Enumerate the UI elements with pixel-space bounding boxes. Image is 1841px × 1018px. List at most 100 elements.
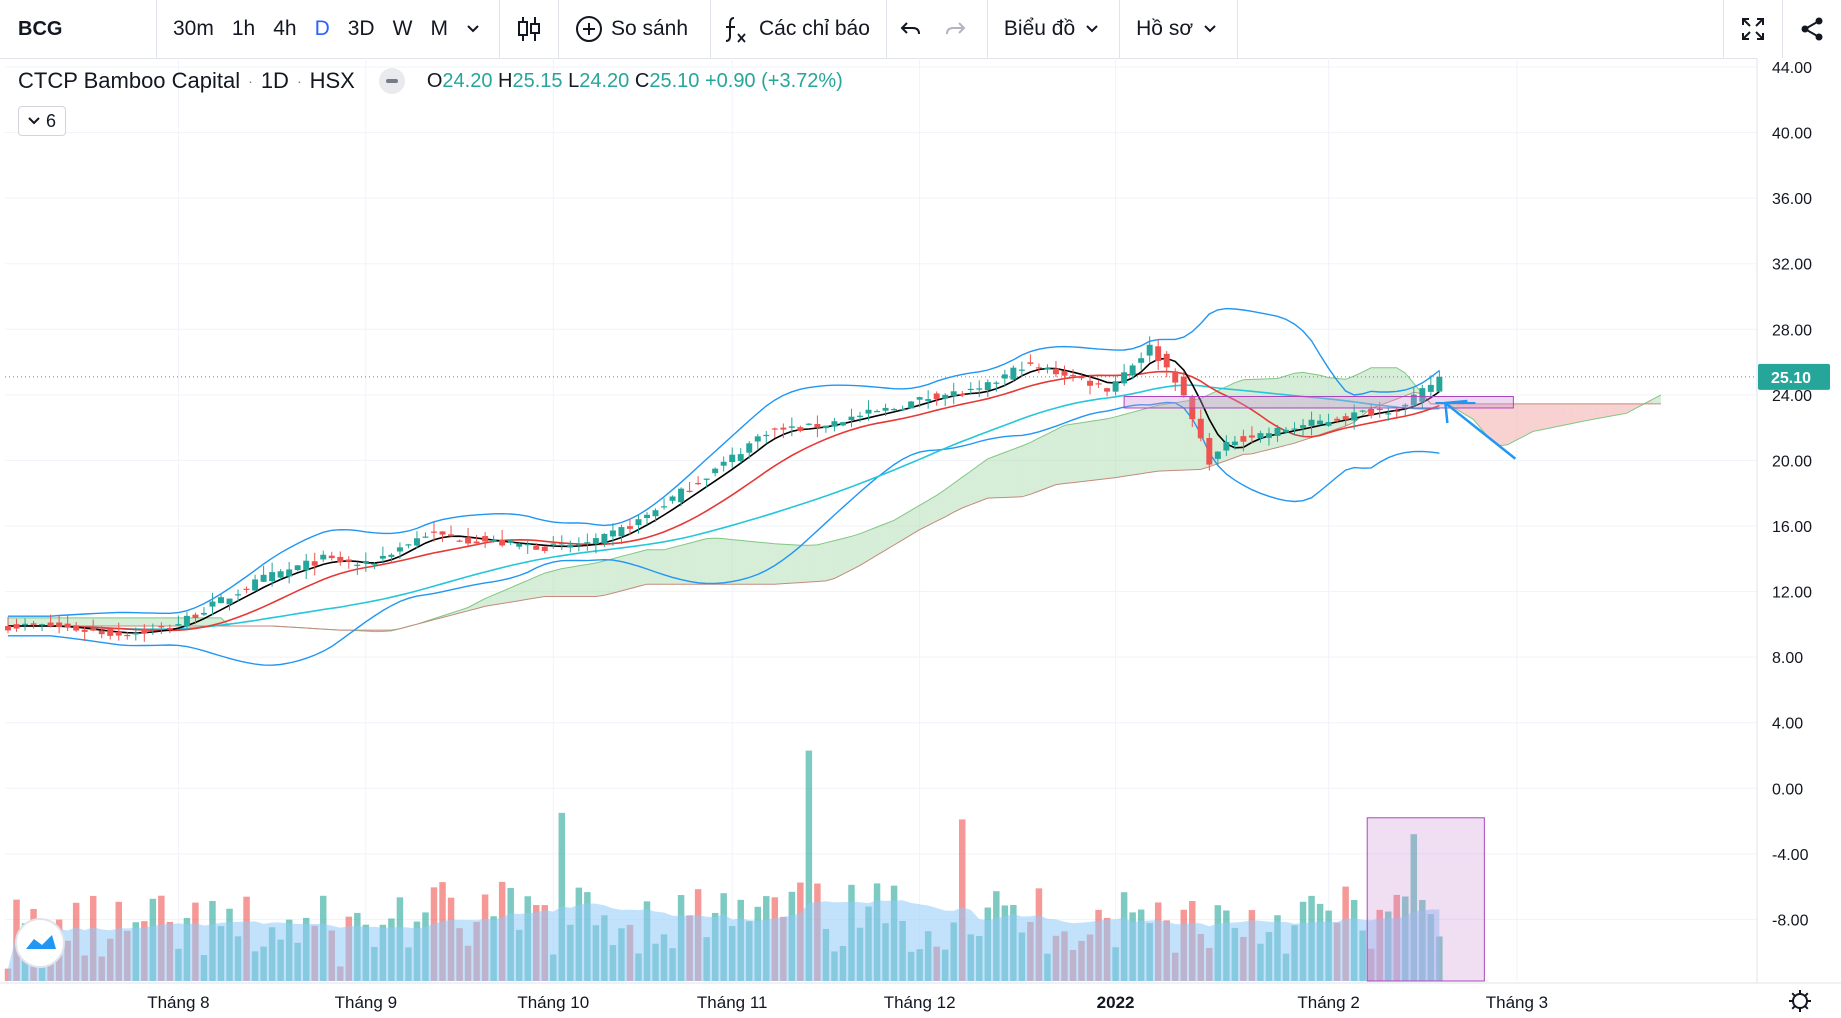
redo-button[interactable] (933, 0, 979, 58)
chart-style-button[interactable] (500, 0, 558, 58)
candle-body (891, 408, 898, 411)
cloud-segment-bearish (1499, 403, 1508, 446)
candle-body (763, 434, 770, 437)
cloud-segment-bullish (996, 452, 1005, 498)
cloud-segment-bullish (706, 538, 716, 585)
cloud-segment-bullish (851, 533, 860, 570)
interval-30m[interactable]: 30m (173, 17, 214, 40)
cloud-segment-bullish (885, 520, 895, 551)
cloud-segment-bullish (621, 554, 630, 591)
candle-body (81, 629, 88, 632)
interval-dropdown[interactable] (457, 0, 489, 58)
volume-bar (805, 750, 813, 981)
interval-d[interactable]: D (314, 17, 330, 40)
candle-body (320, 554, 327, 560)
cloud-segment-bearish (1524, 403, 1534, 436)
candle-body (345, 559, 352, 562)
toolbar-divider (885, 0, 887, 58)
interval-3d[interactable]: 3D (347, 17, 375, 40)
legend-hide-button[interactable] (378, 68, 405, 94)
chart-menu-label: Biểu đồ (1003, 17, 1076, 40)
legend-dot: · (248, 73, 253, 89)
candle-body (899, 409, 906, 411)
cloud-segment-bullish (1234, 379, 1244, 458)
cloud-segment-bullish (953, 477, 963, 513)
time-tick-label: Tháng 10 (517, 993, 589, 1012)
candle-body (609, 530, 616, 537)
interval-w[interactable]: W (392, 17, 413, 40)
candle-body (1427, 384, 1434, 392)
cloud-segment-bullish (1405, 373, 1414, 396)
cloud-segment-bullish (936, 489, 946, 522)
candle-body (1351, 412, 1358, 421)
share-button[interactable] (1783, 0, 1841, 58)
candle-body (942, 394, 949, 399)
candle-body (1214, 451, 1221, 459)
candle-body (686, 490, 693, 493)
candle-body (550, 543, 557, 545)
cloud-segment-bullish (689, 540, 699, 585)
indicators-count: 6 (45, 110, 56, 131)
cloud-segment-bullish (681, 543, 690, 585)
cloud-segment-bullish (510, 584, 520, 603)
candle-body (269, 572, 276, 582)
candle-body (1138, 358, 1145, 363)
cloud-segment-bullish (987, 455, 997, 499)
indicators-collapse-button[interactable]: 6 (18, 106, 66, 136)
candle-body (541, 546, 548, 552)
interval-4h[interactable]: 4h (273, 17, 297, 40)
cloud-segment-bullish (825, 540, 835, 581)
price-tick-label: 0.00 (1772, 781, 1803, 798)
candle-body (848, 416, 855, 421)
candle-body (260, 574, 267, 582)
toolbar-divider (986, 0, 988, 58)
chevron-down-icon (467, 25, 479, 33)
cloud-segment-bullish (169, 617, 179, 626)
cloud-segment-bullish (570, 565, 579, 597)
candle-body (857, 415, 863, 417)
candle-body (1061, 370, 1068, 376)
price-tick-label: 12.00 (1772, 585, 1812, 602)
cloud-segment-bullish (979, 458, 988, 502)
candle-body (1274, 427, 1281, 436)
undo-button[interactable] (887, 0, 933, 58)
candle-body (235, 594, 242, 596)
cloud-segment-bullish (1175, 401, 1184, 471)
toolbar-divider (1237, 0, 1239, 58)
candle-body (695, 482, 702, 485)
chevron-down-icon (28, 117, 40, 125)
interval-1h[interactable]: 1h (231, 17, 256, 40)
interval-m[interactable]: M (430, 17, 448, 40)
profile-button[interactable]: Hồ sơ (1120, 0, 1237, 58)
candle-body (396, 547, 403, 552)
fullscreen-button[interactable] (1724, 0, 1782, 58)
compare-button[interactable]: So sánh (559, 0, 710, 58)
candle-body (294, 565, 301, 571)
candle-body (1163, 353, 1170, 368)
volume-bar (959, 819, 966, 981)
time-tick-label: Tháng 8 (147, 993, 209, 1012)
volume-bar (1410, 834, 1418, 981)
cloud-segment-bullish (1004, 449, 1014, 498)
toolbar-divider (156, 0, 157, 58)
chart-menu-button[interactable]: Biểu đồ (988, 0, 1119, 58)
candle-body (1231, 441, 1238, 446)
candle-body (362, 560, 369, 563)
ma-short-line (8, 357, 1440, 634)
cloud-segment-bullish (604, 558, 613, 596)
cloud-segment-bullish (1652, 394, 1661, 404)
candle-body (158, 626, 165, 628)
symbol-search[interactable]: BCG (18, 17, 63, 40)
indicators-button[interactable]: Các chỉ báo (711, 0, 886, 58)
high-value: 25.15 (512, 69, 563, 92)
support-zone-box (1123, 395, 1514, 409)
cloud-segment-bullish (902, 510, 912, 540)
candle-body (882, 407, 889, 411)
candle-body (431, 531, 437, 533)
chart-legend: CTCP Bamboo Capital · 1D · HSX O24.20 H2… (18, 68, 843, 94)
candle-body (107, 628, 114, 636)
ichimoku-cloud (8, 367, 1662, 633)
cloud-segment-bullish (8, 617, 17, 626)
cloud-segment-bearish (1626, 403, 1636, 414)
